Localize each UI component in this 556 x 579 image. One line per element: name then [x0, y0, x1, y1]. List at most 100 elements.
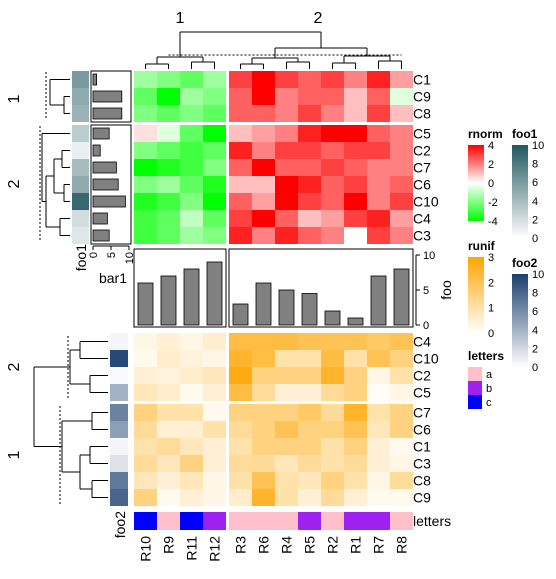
- top-heatmap-cell: [344, 142, 367, 159]
- bottom-heatmap-cell: [180, 384, 203, 401]
- column-label: R5: [302, 536, 318, 554]
- letters-legend-swatch: [468, 381, 482, 395]
- letters-label: letters: [413, 513, 451, 529]
- bottom-heatmap-cell: [390, 384, 413, 401]
- top-heatmap-cell: [180, 227, 203, 244]
- foo2-legend-tick: 10: [532, 269, 544, 281]
- foo1-cell: [72, 71, 89, 88]
- row-split-label: 2: [6, 179, 23, 188]
- foo2-cell: [110, 367, 128, 384]
- top-heatmap-cell: [203, 105, 226, 122]
- column-label: R7: [371, 536, 387, 554]
- top-heatmap-cell: [157, 71, 180, 88]
- bottom-heatmap-cell: [252, 367, 275, 384]
- foo2-cell: [110, 489, 128, 506]
- foo1-cell: [72, 105, 89, 122]
- top-heatmap-cell: [229, 176, 252, 193]
- top-heatmap-cell: [180, 159, 203, 176]
- rnorm-legend-tick: -4: [488, 216, 498, 228]
- foo-tick-label: 5: [423, 285, 429, 297]
- top-heatmap-cell: [275, 193, 298, 210]
- bottom-heatmap-cell: [180, 350, 203, 367]
- top-heatmap-cell: [229, 193, 252, 210]
- bottom-heatmap-cell: [344, 421, 367, 438]
- bottom-heatmap-cell: [344, 367, 367, 384]
- top-heatmap-cell: [134, 142, 157, 159]
- bottom-heatmap-cell: [134, 472, 157, 489]
- bottom-heatmap-cell: [157, 455, 180, 472]
- bottom-heatmap-cell: [203, 367, 226, 384]
- bottom-heatmap-cell: [180, 472, 203, 489]
- bottom-heatmap-cell: [275, 333, 298, 350]
- letters-cell: [157, 512, 180, 530]
- bottom-heatmap-cell: [344, 404, 367, 421]
- top-heatmap-cell: [180, 105, 203, 122]
- letters-legend-swatch: [468, 367, 482, 381]
- letters-legend-key: b: [486, 383, 492, 395]
- bottom-heatmap-cell: [321, 404, 344, 421]
- bottom-heatmap-cell: [390, 404, 413, 421]
- column-split-label: 1: [176, 10, 185, 27]
- bottom-heatmap-cell: [344, 438, 367, 455]
- bottom-heatmap-cell: [134, 489, 157, 506]
- bottom-heatmap-cell: [367, 367, 390, 384]
- bottom-row-label: C5: [413, 385, 431, 401]
- foo2-legend-tick: 2: [532, 343, 538, 355]
- bottom-heatmap-cell: [275, 438, 298, 455]
- letters-cell: [367, 512, 390, 530]
- foo-bar: [347, 317, 364, 326]
- bottom-heatmap-cell: [134, 333, 157, 350]
- foo-bar: [301, 293, 318, 326]
- foo2-cell: [110, 438, 128, 455]
- top-heatmap-cell: [229, 88, 252, 105]
- foo1-cell: [72, 159, 89, 176]
- bottom-heatmap-cell: [390, 438, 413, 455]
- bottom-heatmap-cell: [298, 367, 321, 384]
- legends: rnorm420-2-4foo11086420runif3210foo21086…: [468, 127, 544, 409]
- foo1-label: foo1: [73, 244, 89, 271]
- top-heatmap-cell: [367, 125, 390, 142]
- foo2-cell: [110, 472, 128, 489]
- bottom-heatmap-cell: [321, 367, 344, 384]
- column-label: R1: [348, 536, 364, 554]
- bottom-heatmap-cell: [321, 472, 344, 489]
- bar1-bar: [92, 127, 110, 140]
- bar1-tick-label: 0: [88, 252, 100, 258]
- top-row-label: C3: [413, 228, 431, 244]
- bottom-heatmap-cell: [367, 472, 390, 489]
- bar1-bar: [92, 144, 101, 157]
- bottom-heatmap-cell: [321, 455, 344, 472]
- column-label: R3: [233, 536, 249, 554]
- letters-cell: [203, 512, 226, 530]
- row-split-label: 2: [6, 362, 23, 371]
- bottom-row-label: C7: [413, 405, 431, 421]
- top-heatmap-cell: [344, 105, 367, 122]
- top-heatmap-cell: [134, 88, 157, 105]
- top-heatmap-cell: [229, 210, 252, 227]
- top-heatmap-cell: [275, 71, 298, 88]
- column-label: R6: [256, 536, 272, 554]
- top-heatmap-cell: [298, 125, 321, 142]
- bottom-heatmap-cell: [252, 404, 275, 421]
- top-heatmap-cell: [252, 71, 275, 88]
- top-heatmap-cell: [321, 105, 344, 122]
- foo-tick-label: 10: [423, 250, 435, 262]
- top-heatmap-cell: [344, 176, 367, 193]
- foo1-cell: [72, 210, 89, 227]
- column-label: R12: [207, 536, 223, 562]
- top-heatmap-cell: [275, 142, 298, 159]
- top-heatmap-cell: [134, 71, 157, 88]
- top-heatmap-cell: [390, 105, 413, 122]
- row-dendrograms: [33, 72, 108, 505]
- top-heatmap-cell: [180, 176, 203, 193]
- top-heatmap-cell: [275, 125, 298, 142]
- top-heatmap-cell: [390, 71, 413, 88]
- top-heatmap-cell: [390, 210, 413, 227]
- top-heatmap-cell: [229, 142, 252, 159]
- bottom-row-label: C10: [413, 351, 439, 367]
- column-label: R11: [184, 536, 200, 561]
- column-label: R10: [138, 536, 154, 562]
- bar1-bar: [92, 195, 126, 208]
- bottom-heatmap-cell: [157, 489, 180, 506]
- top-heatmap-cell: [157, 210, 180, 227]
